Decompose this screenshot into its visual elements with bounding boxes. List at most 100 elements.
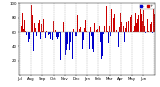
Bar [51, 32, 52, 39]
Bar [141, 14, 142, 32]
Bar [121, 22, 122, 32]
Bar [103, 32, 104, 34]
Bar [86, 31, 87, 32]
Bar [139, 5, 140, 32]
Bar [140, 8, 141, 32]
Bar [102, 32, 103, 56]
Bar [93, 32, 94, 52]
Legend: - , + : - , + [140, 4, 155, 9]
Bar [69, 32, 70, 50]
Bar [70, 32, 71, 42]
Bar [114, 14, 115, 32]
Bar [72, 32, 73, 59]
Bar [107, 31, 108, 32]
Bar [110, 32, 111, 36]
Bar [58, 32, 59, 37]
Bar [133, 31, 134, 32]
Bar [81, 15, 82, 32]
Bar [21, 26, 22, 32]
Bar [138, 15, 139, 32]
Bar [73, 29, 74, 32]
Bar [123, 25, 124, 32]
Bar [80, 27, 81, 32]
Bar [144, 26, 145, 32]
Bar [148, 31, 149, 32]
Bar [154, 14, 155, 32]
Bar [57, 32, 58, 39]
Bar [71, 32, 72, 54]
Bar [152, 32, 153, 33]
Bar [84, 28, 85, 32]
Bar [63, 22, 64, 32]
Bar [106, 6, 107, 32]
Bar [150, 24, 151, 32]
Bar [97, 29, 98, 32]
Bar [145, 32, 146, 33]
Bar [27, 5, 28, 32]
Bar [130, 17, 131, 32]
Bar [96, 30, 97, 32]
Bar [42, 31, 43, 32]
Bar [64, 32, 65, 49]
Bar [147, 19, 148, 32]
Bar [120, 13, 121, 32]
Bar [119, 27, 120, 32]
Bar [89, 32, 90, 49]
Bar [59, 32, 60, 33]
Bar [31, 5, 32, 32]
Bar [28, 32, 29, 42]
Bar [126, 22, 127, 32]
Bar [99, 26, 100, 32]
Bar [101, 32, 102, 59]
Bar [112, 19, 113, 32]
Bar [128, 21, 129, 32]
Bar [33, 32, 34, 51]
Bar [46, 31, 47, 32]
Bar [90, 27, 91, 32]
Bar [137, 19, 138, 32]
Bar [26, 32, 27, 35]
Bar [151, 22, 152, 32]
Bar [131, 15, 132, 32]
Bar [143, 10, 144, 32]
Bar [104, 26, 105, 32]
Bar [38, 23, 39, 32]
Bar [45, 32, 46, 38]
Bar [40, 32, 41, 39]
Bar [134, 26, 135, 32]
Bar [35, 28, 36, 32]
Bar [44, 17, 45, 32]
Bar [29, 32, 30, 39]
Bar [82, 32, 83, 49]
Bar [34, 23, 35, 32]
Bar [125, 28, 126, 32]
Bar [49, 32, 50, 34]
Bar [20, 14, 21, 32]
Bar [75, 32, 76, 36]
Bar [66, 32, 67, 50]
Bar [77, 15, 78, 32]
Bar [79, 29, 80, 32]
Bar [109, 26, 110, 32]
Bar [76, 32, 77, 36]
Bar [65, 32, 66, 55]
Bar [132, 23, 133, 32]
Bar [149, 5, 150, 32]
Bar [25, 31, 26, 32]
Bar [83, 32, 84, 40]
Bar [41, 24, 42, 32]
Bar [32, 15, 33, 32]
Bar [113, 18, 114, 32]
Bar [39, 20, 40, 32]
Bar [56, 32, 57, 37]
Bar [95, 32, 96, 55]
Bar [55, 30, 56, 32]
Bar [50, 32, 51, 39]
Bar [100, 32, 101, 42]
Bar [118, 32, 119, 47]
Bar [22, 13, 23, 32]
Bar [124, 32, 125, 42]
Bar [94, 23, 95, 32]
Bar [53, 21, 54, 32]
Bar [52, 32, 53, 40]
